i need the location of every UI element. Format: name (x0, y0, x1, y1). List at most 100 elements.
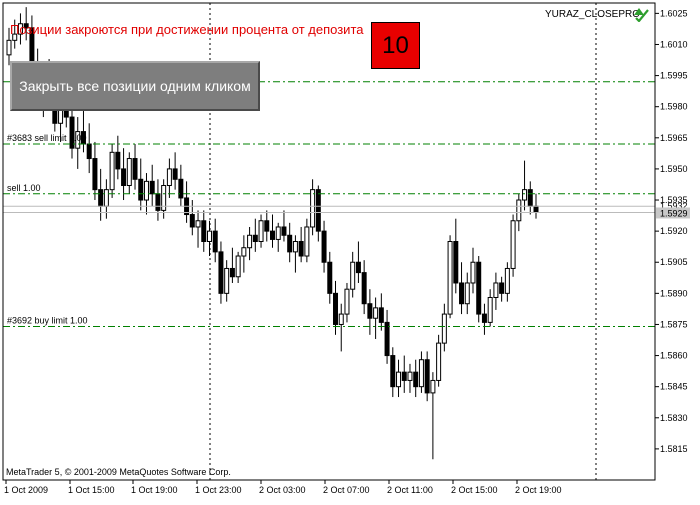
candle[interactable] (149, 164, 155, 207)
candle[interactable] (172, 152, 178, 190)
candle[interactable] (241, 235, 247, 273)
candle[interactable] (344, 282, 350, 323)
candle[interactable] (12, 19, 18, 49)
candle[interactable] (327, 251, 333, 304)
candle[interactable] (292, 235, 298, 273)
candle[interactable] (504, 262, 510, 302)
candle[interactable] (476, 256, 482, 323)
candle[interactable] (384, 309, 390, 364)
candle[interactable] (270, 214, 275, 248)
candle[interactable] (184, 181, 190, 223)
candle[interactable] (424, 351, 430, 402)
candle[interactable] (17, 13, 23, 45)
candle[interactable] (126, 152, 132, 194)
candle[interactable] (470, 247, 476, 294)
percent-value-box[interactable]: 10 (371, 22, 420, 69)
candle[interactable] (166, 158, 172, 198)
candle[interactable] (407, 363, 413, 393)
candle[interactable] (304, 218, 310, 263)
candle[interactable] (321, 220, 327, 273)
candle[interactable] (453, 218, 459, 294)
candle[interactable] (75, 117, 81, 169)
candle[interactable] (350, 251, 356, 298)
candle[interactable] (115, 135, 121, 180)
candle[interactable] (86, 123, 92, 174)
candle[interactable] (229, 247, 235, 283)
candle[interactable] (224, 260, 230, 302)
candle-body (321, 230, 327, 263)
candle[interactable] (138, 158, 144, 211)
candle-body (247, 234, 253, 249)
candle-body (86, 143, 92, 160)
candle[interactable] (264, 210, 270, 242)
candle[interactable] (390, 347, 396, 398)
candle[interactable] (195, 210, 201, 248)
candle-body (499, 282, 505, 294)
candle[interactable] (98, 168, 104, 221)
candle[interactable] (178, 164, 184, 207)
candle[interactable] (252, 218, 258, 252)
candle[interactable] (396, 359, 402, 398)
candle[interactable] (338, 303, 344, 352)
candle[interactable] (287, 222, 293, 263)
candle[interactable] (373, 297, 379, 339)
candle[interactable] (355, 241, 361, 283)
candle[interactable] (281, 210, 287, 242)
candle[interactable] (109, 144, 115, 198)
candle[interactable] (247, 226, 253, 261)
candle[interactable] (459, 262, 465, 315)
candle[interactable] (510, 214, 516, 277)
candle-body (453, 241, 459, 284)
candle[interactable] (418, 351, 424, 393)
candle[interactable] (143, 173, 149, 215)
candle[interactable] (155, 179, 161, 221)
candle[interactable] (310, 179, 316, 236)
candle[interactable] (189, 200, 195, 236)
candle[interactable] (201, 210, 207, 252)
candle-body (218, 251, 224, 294)
candle[interactable] (527, 181, 533, 215)
candle-body (126, 158, 132, 187)
expert-advisor-icon[interactable] (632, 6, 650, 22)
candle[interactable] (23, 7, 29, 41)
candle[interactable] (6, 27, 12, 66)
candle-body (75, 131, 81, 149)
candle[interactable] (522, 160, 528, 211)
candle[interactable] (367, 289, 373, 335)
candle[interactable] (464, 272, 470, 315)
candle-body (350, 261, 356, 290)
candle[interactable] (235, 251, 241, 283)
candle[interactable] (315, 185, 321, 242)
candle-body (373, 307, 379, 319)
candle[interactable] (298, 226, 304, 263)
candle[interactable] (493, 272, 499, 310)
candle[interactable] (69, 102, 75, 159)
candle[interactable] (436, 334, 442, 387)
candle[interactable] (499, 276, 505, 302)
candle-body (121, 168, 127, 187)
candle[interactable] (206, 220, 212, 257)
candle[interactable] (121, 148, 127, 201)
candle[interactable] (218, 241, 224, 304)
candle[interactable] (258, 214, 264, 248)
candle[interactable] (80, 106, 86, 153)
candle[interactable] (92, 141, 98, 201)
candle[interactable] (361, 260, 367, 315)
candle[interactable] (413, 359, 419, 398)
close-all-positions-button[interactable]: Закрыть все позиции одним кликом (10, 61, 260, 111)
candle-body (115, 151, 121, 170)
candle[interactable] (132, 144, 138, 190)
y-tick-label: 1.5950 (660, 164, 688, 174)
candle[interactable] (378, 293, 384, 331)
candle[interactable] (401, 355, 407, 393)
candle[interactable] (447, 235, 453, 319)
candle[interactable] (430, 372, 436, 460)
candle[interactable] (487, 289, 493, 327)
candle[interactable] (441, 303, 447, 352)
candle[interactable] (481, 303, 487, 335)
candle[interactable] (333, 280, 339, 335)
candle[interactable] (275, 222, 281, 252)
candle[interactable] (212, 218, 218, 263)
